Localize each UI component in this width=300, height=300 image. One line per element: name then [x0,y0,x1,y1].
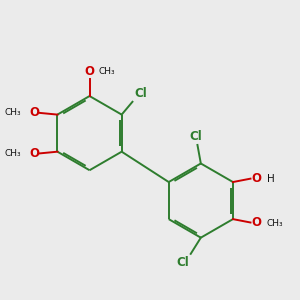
Text: Cl: Cl [176,256,189,269]
Text: CH₃: CH₃ [267,219,283,228]
Text: Cl: Cl [189,130,202,143]
Text: H: H [267,174,274,184]
Text: O: O [29,147,39,160]
Text: O: O [84,65,94,78]
Text: CH₃: CH₃ [5,108,21,117]
Text: CH₃: CH₃ [99,67,116,76]
Text: O: O [251,216,261,229]
Text: CH₃: CH₃ [5,149,21,158]
Text: O: O [29,106,39,119]
Text: O: O [251,172,261,185]
Text: Cl: Cl [134,87,147,100]
